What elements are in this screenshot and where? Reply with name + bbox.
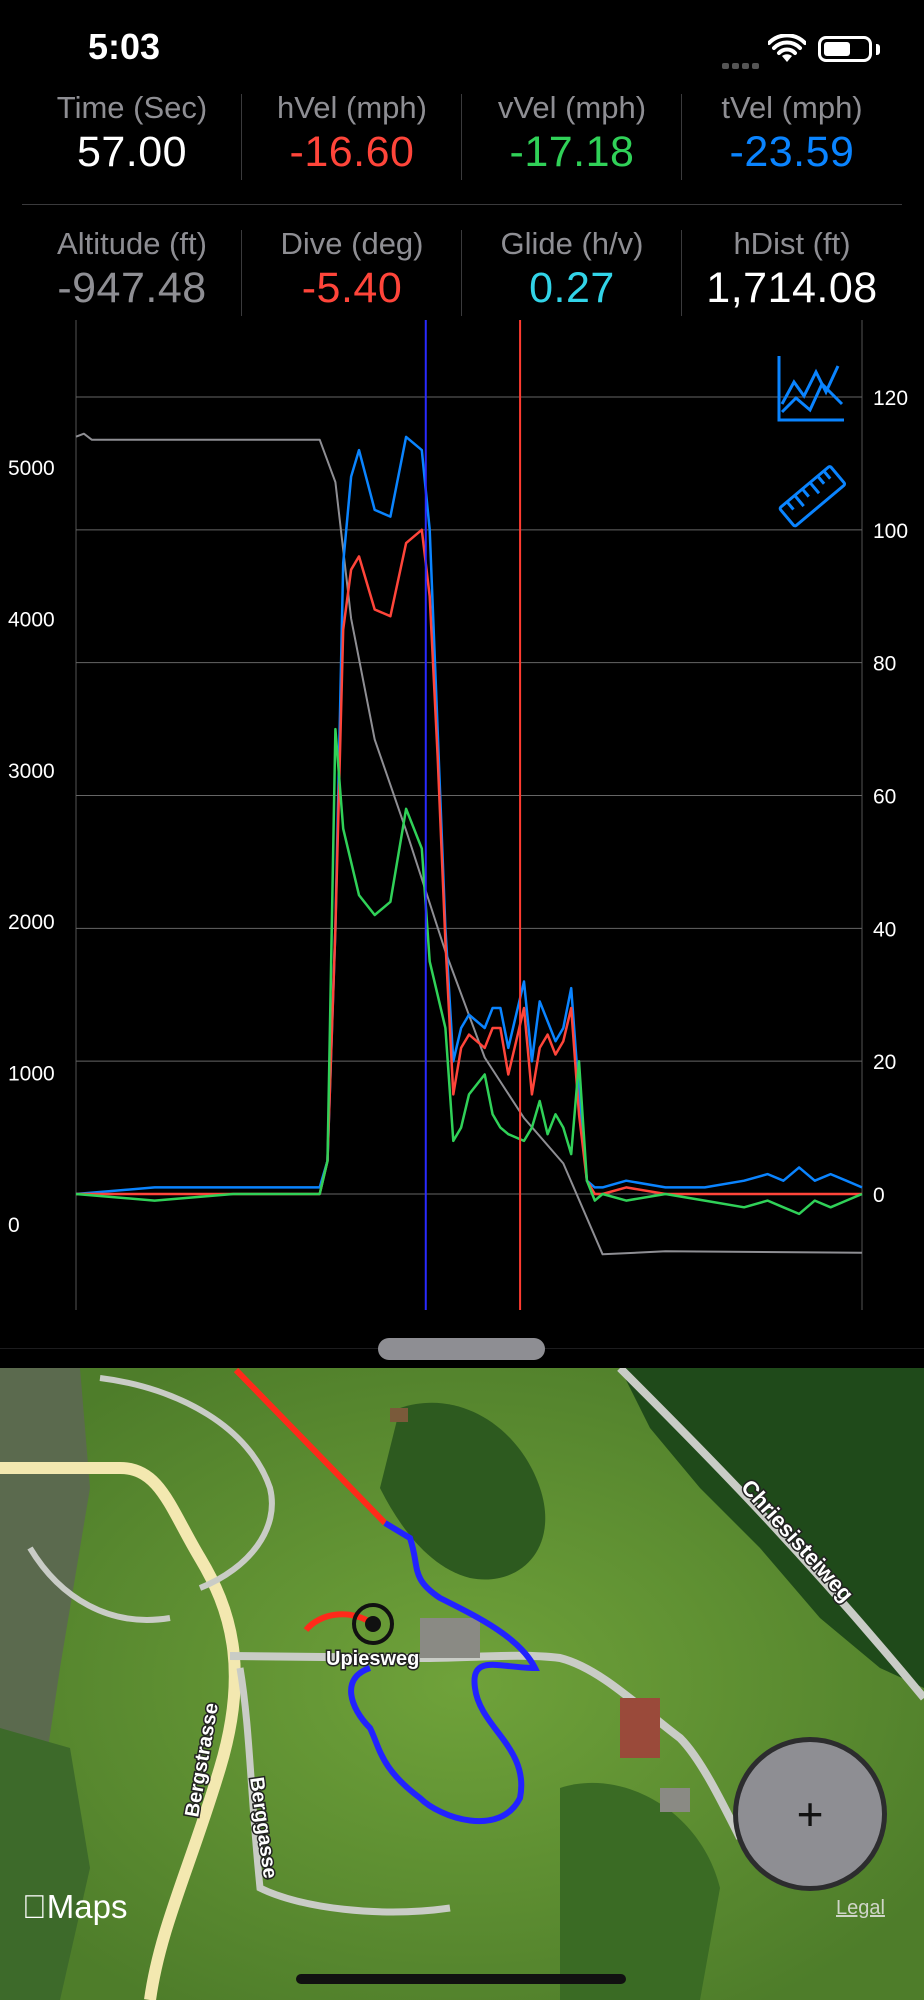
series-line-0 <box>75 432 863 1256</box>
road-minor <box>99 1375 275 1591</box>
track-freefall <box>233 1368 388 1526</box>
chart-markers <box>424 320 522 1310</box>
building <box>660 1788 690 1812</box>
metric-value: -23.59 <box>729 128 855 176</box>
right-tick-label: 120 <box>873 387 908 410</box>
metric-dive[interactable]: Dive (deg) -5.40 <box>242 226 462 313</box>
metric-value: 1,714.08 <box>706 264 878 312</box>
metric-value: -947.48 <box>57 264 207 312</box>
right-tick-label: 60 <box>873 786 896 809</box>
left-tick-label: 0 <box>8 1214 20 1237</box>
right-tick-label: 100 <box>873 520 908 543</box>
track-canopy <box>348 1520 540 1825</box>
map-canvas[interactable]: Chriesisteiweg Upiesweg Bergstrasse Berg… <box>0 1368 924 2000</box>
chart-grid <box>75 320 863 1310</box>
road-label-upiesweg: Upiesweg <box>326 1648 419 1670</box>
metric-value: -16.60 <box>289 128 415 176</box>
maps-label: Maps <box>22 1888 128 1925</box>
drag-handle[interactable] <box>378 1338 545 1360</box>
metric-label: Altitude (ft) <box>57 226 207 261</box>
metric-label: tVel (mph) <box>721 90 863 125</box>
building <box>390 1408 408 1422</box>
road-bergstrasse <box>0 1462 241 2000</box>
metric-label: Glide (h/v) <box>500 226 644 261</box>
apple-maps-logo: Maps <box>22 1888 127 1926</box>
road-chriesisteiweg <box>617 1368 924 1701</box>
forest-area <box>380 1402 546 1580</box>
home-indicator[interactable] <box>296 1974 626 1984</box>
left-tick-label: 2000 <box>8 911 55 934</box>
left-tick-label: 5000 <box>8 457 55 480</box>
current-position-dot <box>365 1616 381 1632</box>
right-tick-label: 0 <box>873 1184 885 1207</box>
right-tick-label: 20 <box>873 1051 896 1074</box>
metric-value: -17.18 <box>509 128 635 176</box>
metric-value: -5.40 <box>301 264 403 312</box>
forest-area <box>560 1782 720 2000</box>
right-axis-ticks: 120 100 80 60 40 20 0 <box>873 387 908 1207</box>
left-axis-ticks: 5000 4000 3000 2000 1000 0 <box>8 457 55 1237</box>
metric-label: vVel (mph) <box>497 90 647 125</box>
metric-time[interactable]: Time (Sec) 57.00 <box>22 90 242 177</box>
line-chart-icon[interactable] <box>776 354 846 424</box>
battery-icon <box>818 36 872 62</box>
wifi-icon <box>768 34 806 62</box>
left-tick-label: 4000 <box>8 608 55 631</box>
series-line-3 <box>75 727 863 1216</box>
left-tick-label: 3000 <box>8 760 55 783</box>
battery-cap <box>876 44 880 55</box>
metric-label: Dive (deg) <box>280 226 424 261</box>
chart-series <box>75 432 863 1256</box>
metric-glide[interactable]: Glide (h/v) 0.27 <box>462 226 682 313</box>
chart-canvas[interactable]: 5000 4000 3000 2000 1000 0 120 100 80 60 40 20 0 <box>0 320 924 1320</box>
plus-icon: + <box>796 1788 824 1840</box>
metric-hdist[interactable]: hDist (ft) 1,714.08 <box>682 226 902 313</box>
metric-tvel[interactable]: tVel (mph) -23.59 <box>682 90 902 177</box>
add-button[interactable]: + <box>733 1737 887 1891</box>
status-time: 5:03 <box>88 26 161 67</box>
metric-label: hVel (mph) <box>277 90 427 125</box>
right-tick-label: 80 <box>873 653 896 676</box>
building <box>420 1618 480 1658</box>
metric-label: hDist (ft) <box>733 226 851 261</box>
series-line-2 <box>76 528 862 1196</box>
legal-link[interactable]: Legal <box>836 1897 885 1919</box>
apple-icon:  <box>22 1888 47 1925</box>
metric-altitude[interactable]: Altitude (ft) -947.48 <box>22 226 242 313</box>
series-line-1 <box>75 435 863 1196</box>
status-bar: 5:03 <box>0 0 924 90</box>
map-view[interactable]: Chriesisteiweg Upiesweg Bergstrasse Berg… <box>0 1368 924 2000</box>
road-upiesweg <box>229 1651 744 1840</box>
current-position-marker <box>352 1603 394 1645</box>
metric-label: Time (Sec) <box>56 90 208 125</box>
road-minor <box>27 1546 171 1623</box>
cellular-signal-icon <box>722 56 766 69</box>
metric-hvel[interactable]: hVel (mph) -16.60 <box>242 90 462 177</box>
metric-value: 57.00 <box>76 128 188 176</box>
metric-vvel[interactable]: vVel (mph) -17.18 <box>462 90 682 177</box>
building <box>620 1698 660 1758</box>
ruler-icon[interactable] <box>778 462 848 532</box>
right-tick-label: 40 <box>873 918 896 941</box>
forest-area <box>0 1728 90 2000</box>
flight-chart[interactable]: 5000 4000 3000 2000 1000 0 120 100 80 60 40 20 0 <box>0 320 924 1320</box>
left-tick-label: 1000 <box>8 1063 55 1086</box>
metric-value: 0.27 <box>529 264 615 312</box>
road-berggasse <box>236 1667 451 1916</box>
